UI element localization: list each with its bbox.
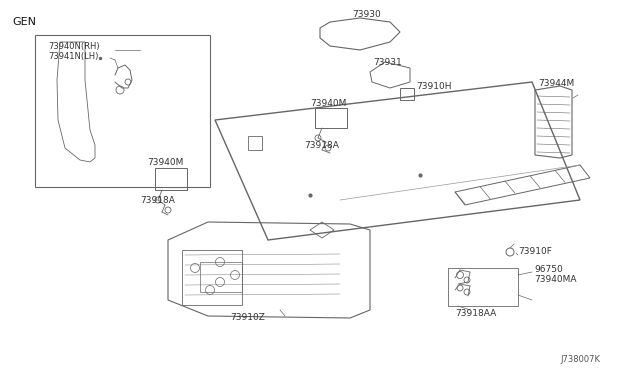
Text: 73940M: 73940M: [310, 99, 346, 108]
Bar: [155, 168, 187, 190]
Bar: [35, 35, 210, 187]
Text: 73944M: 73944M: [538, 78, 574, 87]
Text: J738007K: J738007K: [560, 356, 600, 365]
Bar: [248, 136, 262, 150]
Text: 73941N(LH): 73941N(LH): [48, 51, 99, 61]
Bar: [315, 108, 347, 128]
Text: 73910H: 73910H: [416, 81, 451, 90]
Text: 73930: 73930: [352, 10, 381, 19]
Text: 73940M: 73940M: [147, 157, 184, 167]
Text: 73940N(RH): 73940N(RH): [48, 42, 100, 51]
Bar: [182, 250, 242, 305]
Text: 73910Z: 73910Z: [230, 314, 265, 323]
Text: 73918A: 73918A: [304, 141, 339, 150]
Text: 73918A: 73918A: [140, 196, 175, 205]
Text: 73918AA: 73918AA: [455, 310, 496, 318]
Text: 96750: 96750: [534, 266, 563, 275]
Bar: [200, 262, 242, 292]
Bar: [448, 268, 518, 306]
Text: 73940MA: 73940MA: [534, 276, 577, 285]
Bar: [400, 88, 414, 100]
Text: 73910F: 73910F: [518, 247, 552, 257]
Text: 73931: 73931: [373, 58, 402, 67]
Text: GEN: GEN: [12, 17, 36, 27]
